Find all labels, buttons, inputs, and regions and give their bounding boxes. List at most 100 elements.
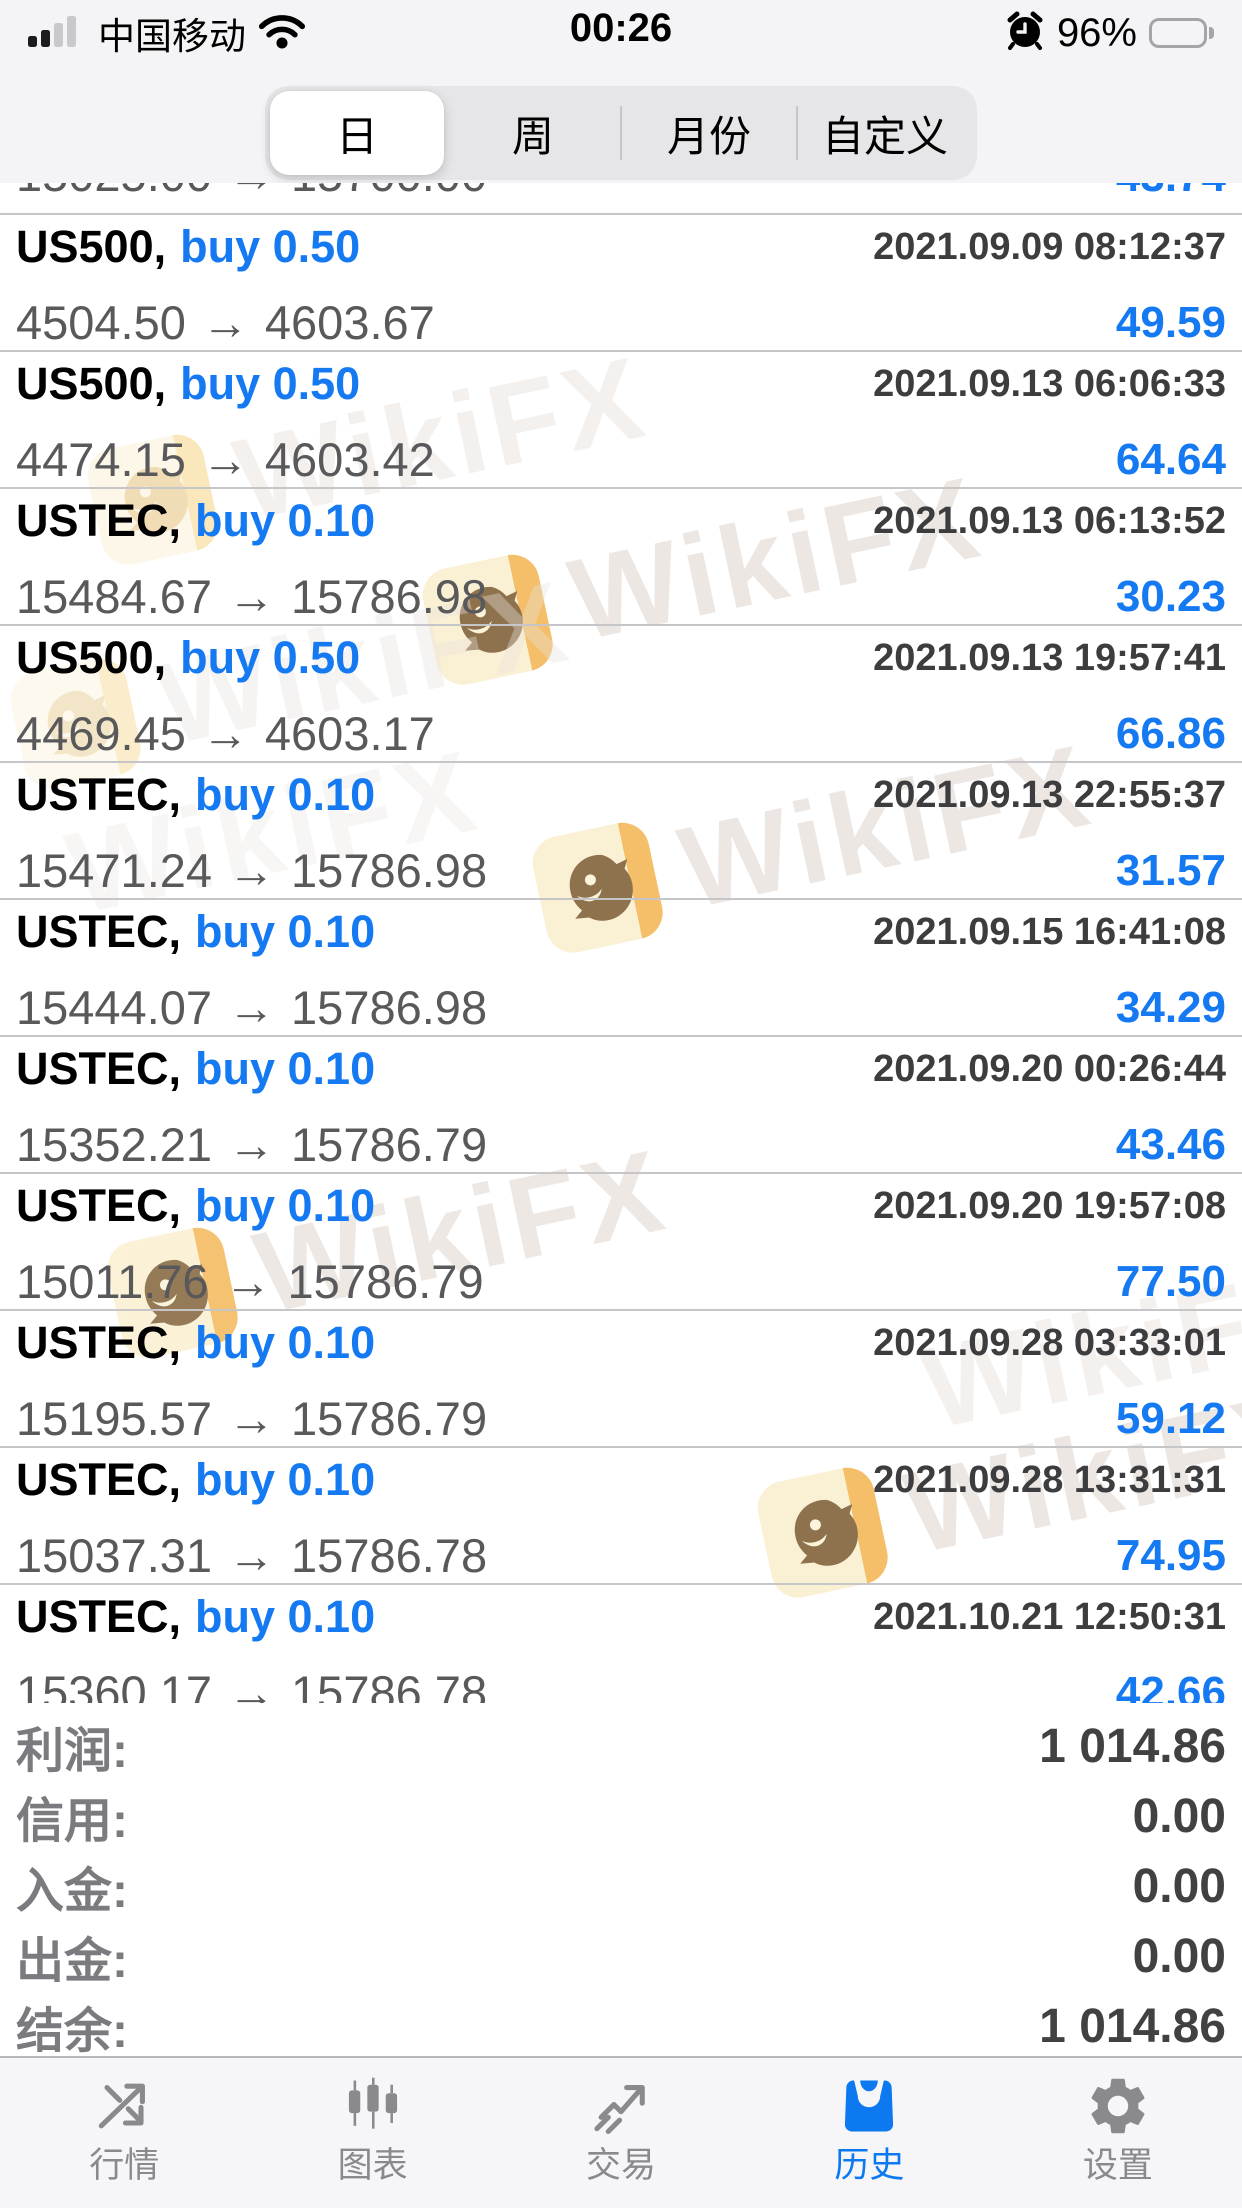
trade-side-volume: buy 0.10 bbox=[195, 769, 376, 820]
trade-price-range: 15471.24 → 15786.98 bbox=[16, 843, 487, 898]
trade-datetime: 2021.09.20 19:57:08 bbox=[873, 1184, 1226, 1227]
trade-price-open: 15352.21 bbox=[16, 1118, 213, 1171]
arrow-right-icon: → bbox=[201, 296, 249, 349]
summary-value: 0.00 bbox=[1132, 1859, 1226, 1913]
trade-row[interactable]: US500, buy 0.50 2021.09.13 06:06:33 4474… bbox=[0, 352, 1242, 489]
tab-bar: 行情 图表 交易 历史 设置 bbox=[0, 2056, 1242, 2208]
trade-datetime: 2021.09.28 03:33:01 bbox=[873, 1321, 1226, 1364]
trade-price-range: 4474.15 → 4603.42 bbox=[16, 432, 435, 487]
tab-charts[interactable]: 图表 bbox=[248, 2058, 496, 2208]
trade-symbol: USTEC, bbox=[16, 1591, 182, 1642]
arrow-right-icon: → bbox=[228, 844, 276, 897]
settings-icon bbox=[1084, 2072, 1152, 2140]
trade-row-partial[interactable]: 15025.00 → 15700.00 43.74 bbox=[0, 183, 1242, 215]
trade-profit: 42.66 bbox=[1115, 1667, 1226, 1704]
trade-price-close: 15700.00 bbox=[291, 183, 487, 202]
trade-price-close: 15786.98 bbox=[291, 570, 488, 623]
history-list[interactable]: WikiFX WikiFX WikiFX WikiFX WikiFX WikiFX Wiki… bbox=[0, 183, 1242, 1703]
trade-profit: 77.50 bbox=[1115, 1256, 1226, 1306]
trade-price-close: 4603.42 bbox=[264, 433, 435, 486]
trade-symbol: USTEC, bbox=[16, 495, 182, 546]
trade-datetime: 2021.09.13 19:57:41 bbox=[873, 636, 1226, 679]
trade-symbol: US500, bbox=[16, 221, 167, 272]
trade-symbol: USTEC, bbox=[16, 1043, 182, 1094]
trade-price-close: 4603.67 bbox=[264, 296, 435, 349]
trade-datetime: 2021.09.13 22:55:37 bbox=[873, 773, 1226, 816]
tab-trade[interactable]: 交易 bbox=[497, 2058, 745, 2208]
tab-label: 历史 bbox=[834, 2146, 905, 2185]
trade-side-volume: buy 0.10 bbox=[195, 1180, 376, 1231]
trade-profit: 43.74 bbox=[1116, 183, 1226, 202]
trade-row[interactable]: US500, buy 0.50 2021.09.09 08:12:37 4504… bbox=[0, 215, 1242, 352]
tab-quotes[interactable]: 行情 bbox=[0, 2058, 248, 2208]
period-option-2[interactable]: 周 bbox=[511, 112, 554, 160]
trade-price-open: 4469.45 bbox=[16, 707, 186, 760]
trade-datetime: 2021.10.21 12:50:31 bbox=[873, 1595, 1226, 1638]
trade-price-range: 4469.45 → 4603.17 bbox=[16, 706, 435, 761]
trade-profit: 59.12 bbox=[1115, 1393, 1226, 1443]
trade-profit: 74.95 bbox=[1115, 1530, 1226, 1580]
trade-price-open: 15025.00 bbox=[16, 183, 212, 202]
trade-price-open: 4504.50 bbox=[16, 296, 186, 349]
period-filter-bar: 日 周 月份 自定义 bbox=[0, 60, 1242, 183]
trade-symbol: USTEC, bbox=[16, 1180, 182, 1231]
period-option-1[interactable]: 日 bbox=[270, 91, 444, 175]
arrow-right-icon: → bbox=[201, 433, 249, 486]
signal-icon bbox=[28, 13, 86, 54]
trade-side-volume: buy 0.10 bbox=[195, 1454, 376, 1505]
trade-datetime: 2021.09.15 16:41:08 bbox=[873, 910, 1226, 953]
arrow-right-icon: → bbox=[228, 981, 276, 1034]
summary-row: 入金: 0.00 bbox=[16, 1851, 1226, 1921]
trade-symbol: USTEC, bbox=[16, 1317, 182, 1368]
trade-row[interactable]: USTEC, buy 0.10 2021.09.15 16:41:08 1544… bbox=[0, 900, 1242, 1037]
trade-row[interactable]: US500, buy 0.50 2021.09.13 19:57:41 4469… bbox=[0, 626, 1242, 763]
trade-row[interactable]: USTEC, buy 0.10 2021.09.20 00:26:44 1535… bbox=[0, 1037, 1242, 1174]
trade-side-volume: buy 0.10 bbox=[195, 1043, 376, 1094]
period-option-3[interactable]: 月份 bbox=[666, 112, 751, 160]
segmented-control: 日 周 月份 自定义 bbox=[265, 86, 977, 180]
charts-icon bbox=[339, 2072, 407, 2140]
quotes-icon bbox=[90, 2072, 158, 2140]
tab-settings[interactable]: 设置 bbox=[994, 2058, 1242, 2208]
trade-profit: 34.29 bbox=[1115, 982, 1226, 1032]
tab-history[interactable]: 历史 bbox=[745, 2058, 993, 2208]
trade-profit: 49.59 bbox=[1115, 297, 1226, 347]
trade-row[interactable]: USTEC, buy 0.10 2021.09.20 19:57:08 1501… bbox=[0, 1174, 1242, 1311]
trade-side-volume: buy 0.50 bbox=[180, 632, 361, 683]
trade-price-open: 15195.57 bbox=[16, 1392, 213, 1445]
trade-row[interactable]: USTEC, buy 0.10 2021.10.21 12:50:31 1536… bbox=[0, 1585, 1242, 1703]
summary-value: 1 014.86 bbox=[1039, 1719, 1226, 1773]
trade-symbol: US500, bbox=[16, 358, 167, 409]
trade-profit: 64.64 bbox=[1115, 434, 1226, 484]
tab-label: 图表 bbox=[337, 2146, 408, 2185]
summary-row: 出金: 0.00 bbox=[16, 1921, 1226, 1991]
trade-price-close: 15786.79 bbox=[287, 1255, 484, 1308]
trade-price-open: 15037.31 bbox=[16, 1529, 213, 1582]
trade-row[interactable]: USTEC, buy 0.10 2021.09.28 03:33:01 1519… bbox=[0, 1311, 1242, 1448]
trade-price-open: 15471.24 bbox=[16, 844, 213, 897]
trade-row[interactable]: USTEC, buy 0.10 2021.09.28 13:31:31 1503… bbox=[0, 1448, 1242, 1585]
status-bar: 中国移动 00:26 96% bbox=[0, 0, 1242, 60]
trade-profit: 30.23 bbox=[1115, 571, 1226, 621]
segment-divider bbox=[620, 106, 622, 160]
trade-datetime: 2021.09.20 00:26:44 bbox=[873, 1047, 1226, 1090]
trade-side-volume: buy 0.50 bbox=[180, 358, 361, 409]
trade-profit: 31.57 bbox=[1115, 845, 1226, 895]
arrow-right-icon: → bbox=[228, 183, 275, 202]
trade-side-volume: buy 0.10 bbox=[195, 495, 376, 546]
summary-value: 0.00 bbox=[1132, 1929, 1226, 1983]
battery-icon bbox=[1149, 18, 1214, 48]
period-option-4[interactable]: 自定义 bbox=[821, 112, 948, 160]
trade-price-open: 15011.76 bbox=[16, 1255, 209, 1308]
trade-price-range: 15484.67 → 15786.98 bbox=[16, 569, 487, 624]
trade-side-volume: buy 0.10 bbox=[195, 906, 376, 957]
trade-symbol: USTEC, bbox=[16, 1454, 182, 1505]
arrow-right-icon: → bbox=[228, 1666, 276, 1703]
trade-price-close: 15786.78 bbox=[291, 1529, 488, 1582]
summary-label: 结余: bbox=[16, 2005, 128, 2058]
trade-datetime: 2021.09.13 06:13:52 bbox=[873, 499, 1226, 542]
trade-datetime: 2021.09.09 08:12:37 bbox=[873, 225, 1226, 268]
trade-row[interactable]: USTEC, buy 0.10 2021.09.13 22:55:37 1547… bbox=[0, 763, 1242, 900]
trade-price-close: 4603.17 bbox=[264, 707, 435, 760]
trade-row[interactable]: USTEC, buy 0.10 2021.09.13 06:13:52 1548… bbox=[0, 489, 1242, 626]
